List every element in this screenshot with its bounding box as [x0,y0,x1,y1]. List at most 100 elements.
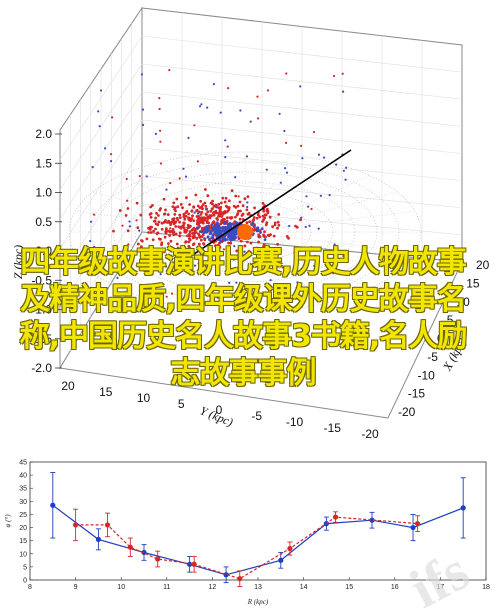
star-point-blue [211,233,215,237]
star-point-red [204,212,208,216]
halo-point [190,257,193,260]
halo-point [265,168,268,171]
star-point-blue [230,222,234,226]
halo-point [279,181,282,184]
star-point-red [200,210,204,214]
star-point-red [162,221,166,224]
star-point-red [256,213,260,217]
polar-grid-ring [68,151,422,313]
star-point-red [178,216,182,220]
star-point-red [188,230,192,234]
z-tick-label: 1.0 [35,186,52,200]
star-point-red [209,209,213,213]
star-point-red [157,220,161,224]
star-point-red [194,231,198,234]
star-point-red [175,242,179,246]
halo-point [196,160,199,163]
star-point-red [187,212,191,216]
galaxy-3d-scatter-plot: 2.01.51.00.50.0-0.5-1.0-1.5-2.0 20 15 10 5 0… [11,6,490,441]
star-point-red [147,226,150,230]
halo-point [332,74,336,78]
halo-point [196,212,200,215]
halo-point [165,295,168,298]
star-point-blue [202,231,206,235]
star-point-red [219,206,223,209]
star-point-blue [229,238,233,242]
z-tick-label: -1.5 [31,332,52,346]
star-point-red [221,221,224,224]
star-point-red [185,229,189,232]
star-point-red [171,205,175,209]
data-point [95,536,101,542]
star-point-red [195,208,199,212]
star-point-red [229,241,233,245]
star-point-blue [224,226,228,229]
star-point-blue [204,227,208,231]
halo-point [246,201,249,204]
halo-point [92,213,96,216]
halo-point [317,153,321,156]
star-point-blue [217,226,221,230]
halo-point [212,83,215,86]
halo-point [226,145,229,148]
x-tick-label-2: 16 [391,584,399,591]
star-point-red [264,213,268,217]
star-point-red [189,219,193,223]
star-point-blue [260,227,264,231]
halo-point [127,243,130,246]
star-point-red [178,220,182,224]
star-point-red [183,230,187,234]
star-point-blue [263,238,267,242]
centre-marker [237,224,253,240]
halo-point [142,123,145,126]
halo-point [104,147,107,150]
halo-point [92,291,95,294]
x-tick-label-2: 15 [345,584,353,591]
star-point-red [277,213,281,216]
y-tick-label-2: 5 [23,564,27,571]
star-point-red [201,221,205,225]
star-point-red [140,245,143,249]
x-axis-title-2: R (kpc) [247,598,269,606]
star-point-red [151,238,155,242]
halo-point [193,124,196,127]
star-point-red [197,215,201,218]
halo-point [324,261,328,264]
star-point-red [239,209,242,213]
halo-point [332,272,335,275]
star-point-red [218,208,222,211]
halo-point [170,292,174,295]
halo-point [93,245,96,248]
star-point-red [126,229,130,233]
z-tick-label: 0.5 [35,215,52,229]
data-point [415,521,421,527]
star-point-red [176,205,180,209]
halo-point [210,252,213,255]
star-point-red [192,233,196,237]
halo-point [97,110,100,113]
halo-point [211,223,214,226]
star-point-red [198,206,202,210]
star-point-red [277,223,281,227]
star-point-red [223,200,227,204]
star-point-red [287,236,290,240]
star-point-red [190,209,194,213]
star-point-blue [222,229,226,232]
star-point-red [246,195,250,199]
halo-point [173,262,176,265]
halo-point [269,279,272,282]
star-point-red [205,221,209,225]
star-point-red [199,213,203,216]
star-point-red [265,246,269,249]
halo-point [145,175,148,178]
star-point-red [157,214,160,217]
halo-point [322,297,326,300]
star-point-red [253,227,257,231]
halo-point [310,246,313,249]
star-point-red [238,200,242,204]
halo-point [341,72,344,75]
x-tick-label: 15 [466,276,480,290]
star-point-red [184,240,187,244]
star-point-red [224,196,228,200]
star-point-red [235,249,239,253]
